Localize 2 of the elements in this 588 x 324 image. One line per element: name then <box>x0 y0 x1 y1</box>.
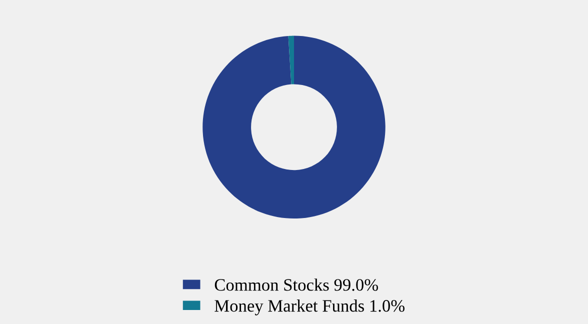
legend-label: Common Stocks 99.0% <box>214 278 378 291</box>
legend-label: Money Market Funds 1.0% <box>214 300 405 316</box>
